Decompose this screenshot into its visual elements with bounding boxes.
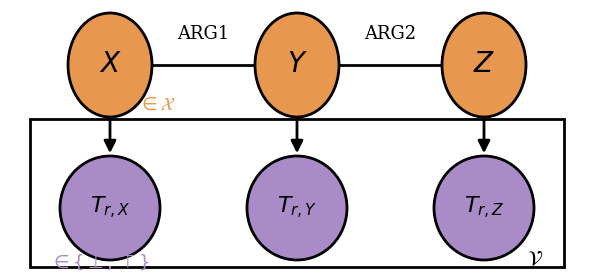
Text: $\in \{\bot, \top\}$: $\in \{\bot, \top\}$ [50, 252, 150, 272]
Ellipse shape [255, 13, 339, 117]
Text: $Y$: $Y$ [287, 52, 307, 78]
Text: $T_{r,Y}$: $T_{r,Y}$ [277, 195, 317, 221]
Text: ARG1: ARG1 [177, 25, 229, 43]
Text: $T_{r,X}$: $T_{r,X}$ [90, 195, 131, 221]
Bar [30, 119, 564, 267]
Ellipse shape [60, 156, 160, 260]
Ellipse shape [247, 156, 347, 260]
Ellipse shape [442, 13, 526, 117]
Text: $\in \mathcal{X}$: $\in \mathcal{X}$ [138, 96, 176, 114]
Ellipse shape [68, 13, 152, 117]
Text: $X$: $X$ [99, 52, 121, 78]
Text: ARG2: ARG2 [365, 25, 416, 43]
Text: $\mathcal{V}$: $\mathcal{V}$ [527, 251, 543, 269]
Ellipse shape [434, 156, 534, 260]
Text: $T_{r,Z}$: $T_{r,Z}$ [463, 195, 504, 221]
Text: $Z$: $Z$ [473, 52, 495, 78]
